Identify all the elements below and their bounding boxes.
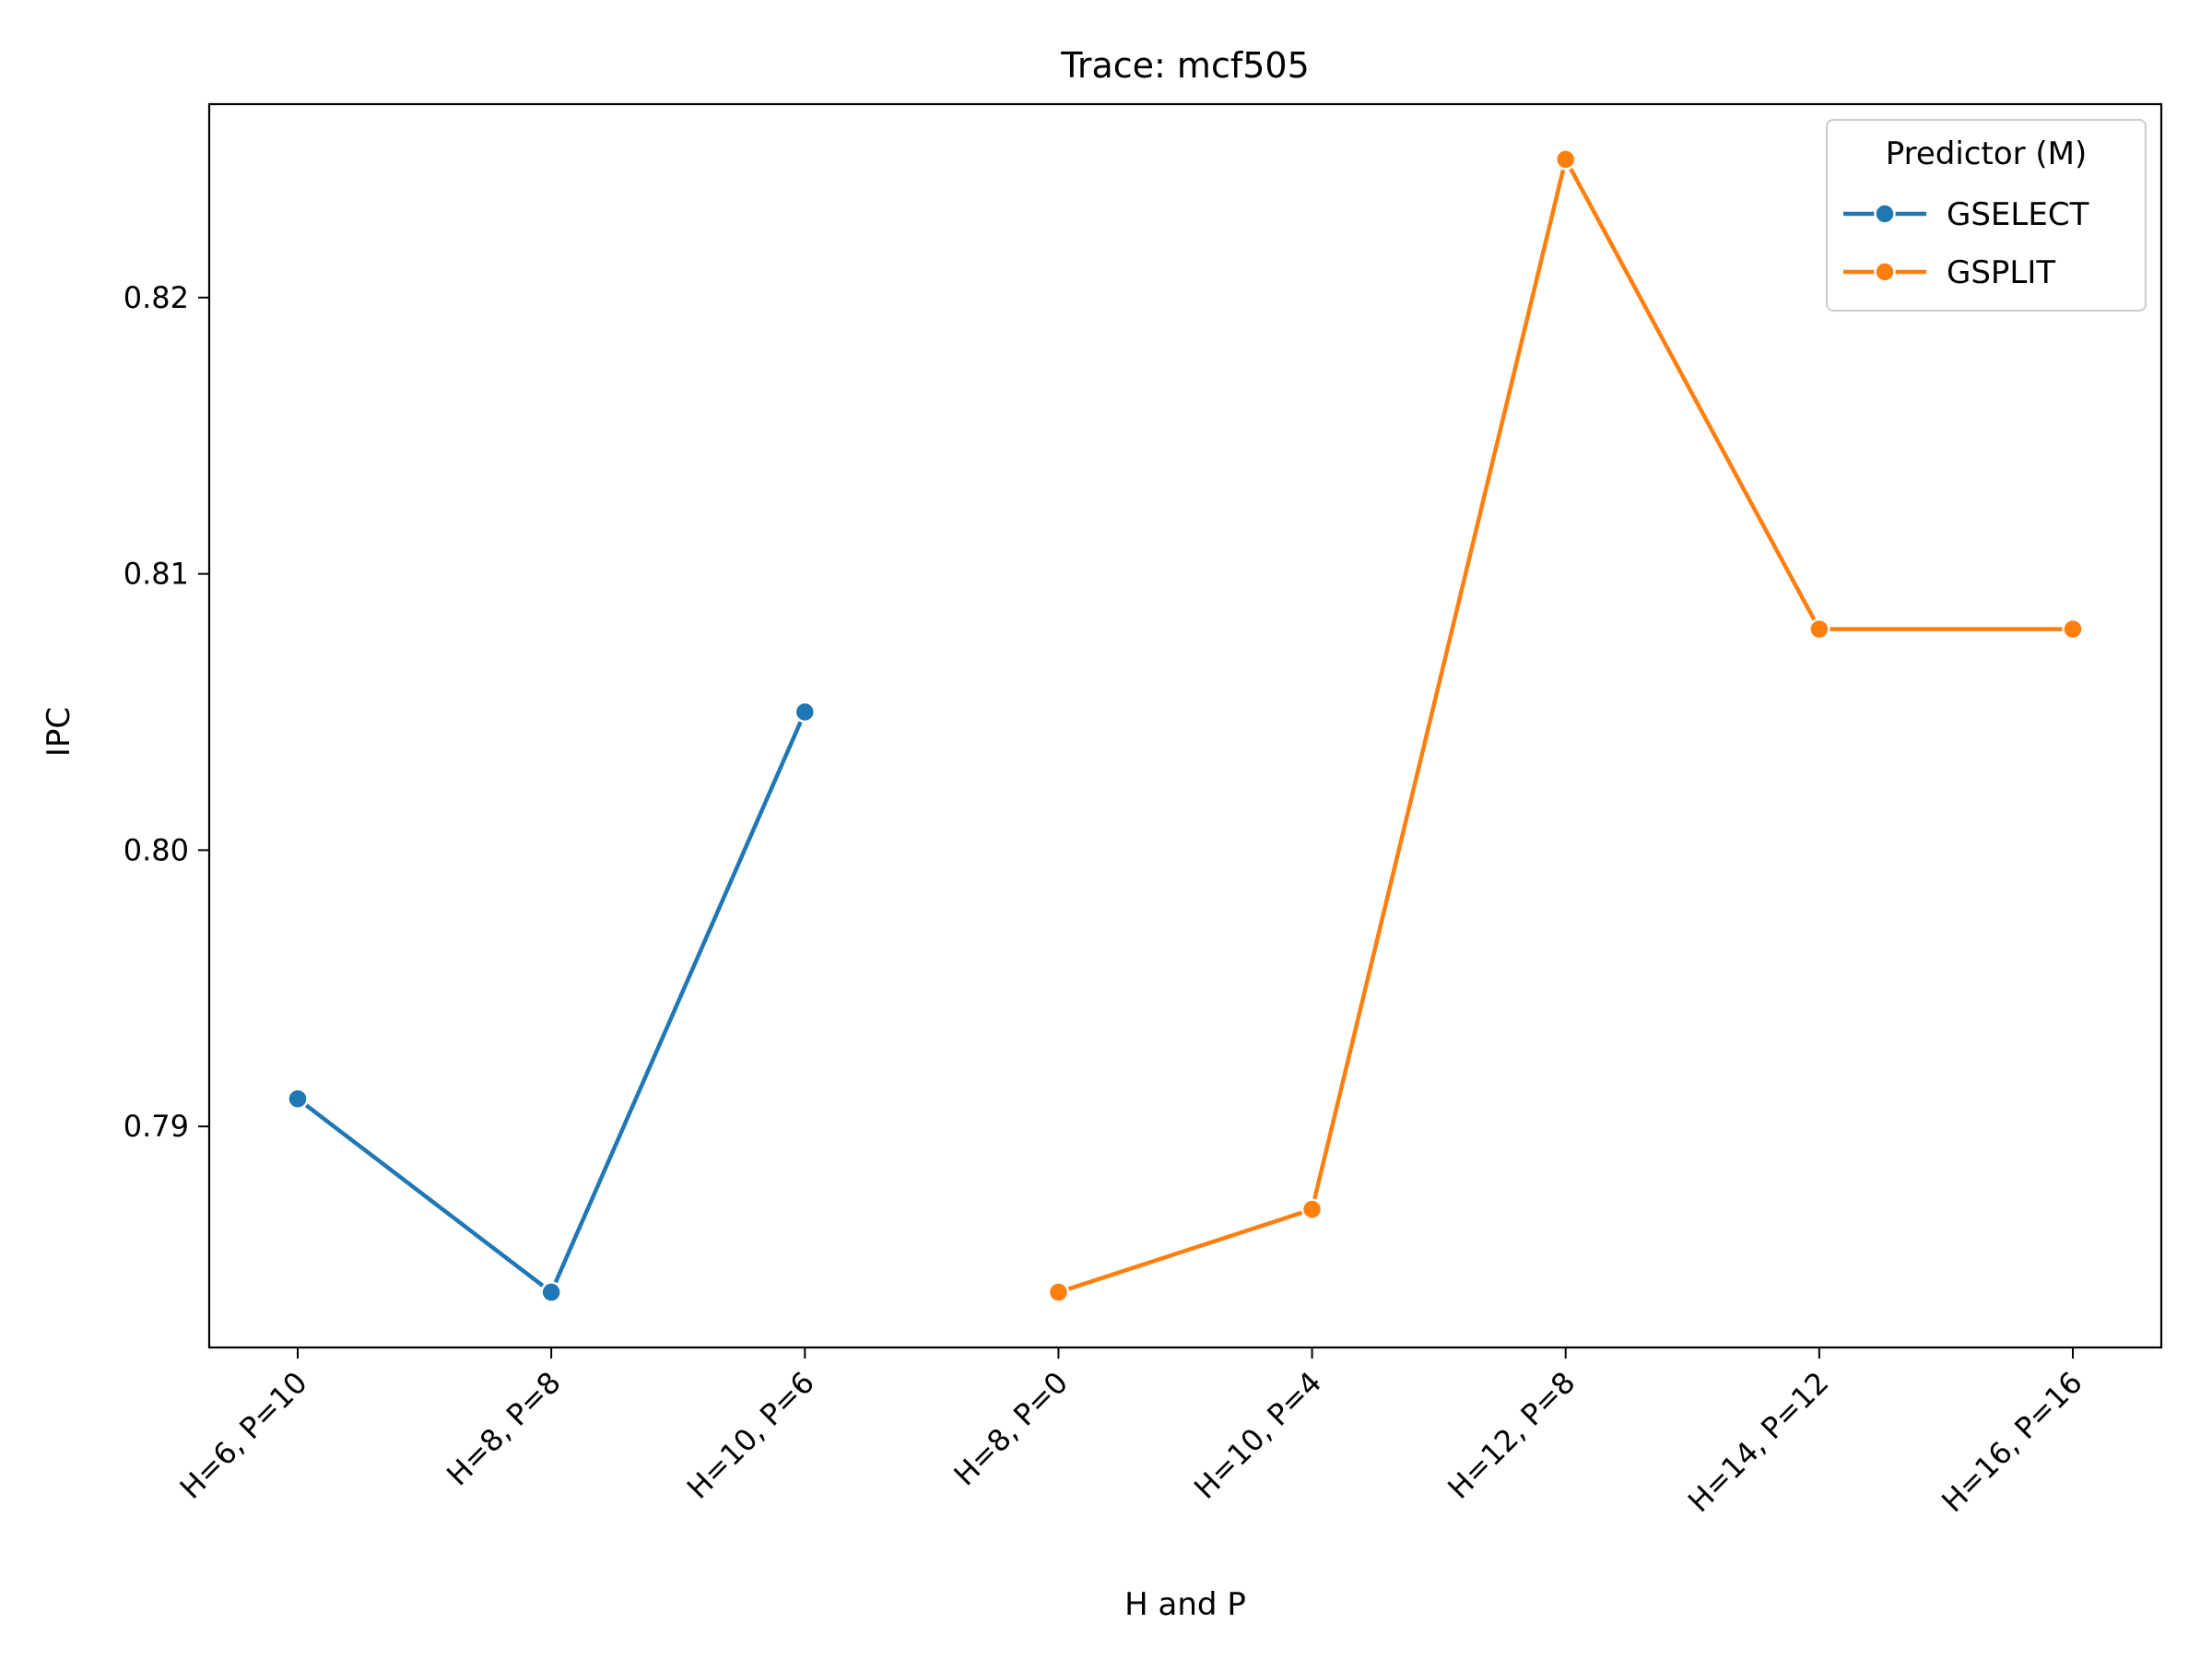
y-axis-label: IPC bbox=[41, 707, 77, 757]
data-point-gsplit-2 bbox=[1554, 148, 1577, 171]
legend-label-gselect: GSELECT bbox=[1947, 196, 2089, 233]
series-line-gsplit bbox=[1056, 157, 2076, 1295]
data-point-gselect-0 bbox=[287, 1088, 309, 1110]
chart-title: Trace: mcf505 bbox=[1060, 45, 1310, 86]
data-point-gsplit-3 bbox=[1808, 618, 1830, 641]
x-tick-label: H=8, P=0 bbox=[947, 1365, 1075, 1493]
x-tick-label: H=10, P=6 bbox=[680, 1365, 821, 1506]
x-tick-label: H=12, P=8 bbox=[1441, 1365, 1582, 1506]
legend-box bbox=[1826, 119, 2147, 312]
y-tick-label: 0.82 bbox=[124, 280, 189, 315]
x-axis-label: H and P bbox=[1124, 1586, 1246, 1623]
y-tick-label: 0.79 bbox=[124, 1109, 189, 1144]
data-point-gsplit-0 bbox=[1047, 1281, 1070, 1303]
legend: Predictor (M) GSELECT GSPLIT bbox=[1826, 119, 2147, 312]
data-point-gsplit-4 bbox=[2062, 618, 2084, 641]
x-tick-label: H=16, P=16 bbox=[1935, 1365, 2088, 1519]
y-tick-label: 0.81 bbox=[124, 557, 189, 592]
x-tick-label: H=14, P=12 bbox=[1681, 1365, 1835, 1519]
series-line-gselect bbox=[295, 710, 807, 1295]
legend-marker-gselect bbox=[1874, 203, 1896, 225]
data-point-gselect-1 bbox=[540, 1281, 562, 1303]
data-point-gselect-2 bbox=[794, 700, 817, 724]
legend-marker-gsplit bbox=[1874, 261, 1896, 283]
x-tick-label: H=10, P=4 bbox=[1187, 1365, 1328, 1506]
legend-label-gsplit: GSPLIT bbox=[1947, 254, 2055, 291]
data-point-gsplit-1 bbox=[1300, 1198, 1324, 1220]
axes-frame bbox=[207, 102, 2163, 1349]
plot-area: 0.79 0.80 0.81 0.82 H=6, P=10 H=8, P=8 H=10, P… bbox=[124, 102, 2163, 1519]
x-tick-label: H=8, P=8 bbox=[440, 1365, 568, 1493]
y-tick-label: 0.80 bbox=[124, 832, 189, 867]
x-tick-label: H=6, P=10 bbox=[173, 1365, 314, 1506]
legend-title: Predictor (M) bbox=[1886, 135, 2088, 172]
